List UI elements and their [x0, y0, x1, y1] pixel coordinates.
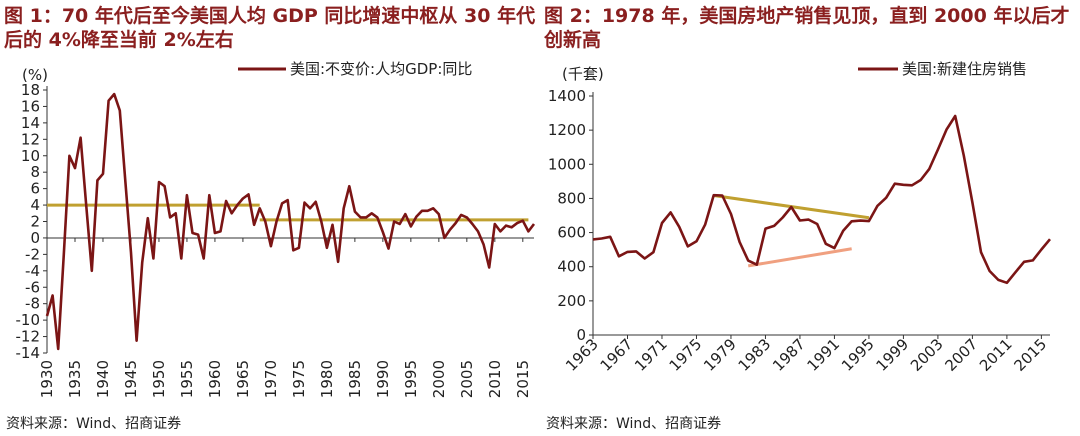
left-x-tick-label: 1980 — [318, 360, 336, 398]
left-y-tick-label: 12 — [21, 130, 40, 148]
left-y-tick-label: -12 — [16, 328, 41, 346]
right-series-line — [592, 114, 1051, 285]
right-x-tick-label: 1999 — [873, 335, 913, 375]
right-y-tick-label: 800 — [557, 189, 586, 207]
left-x-tick-label: 1930 — [38, 360, 56, 398]
left-x-tick-label: 2005 — [458, 360, 476, 398]
left-x-tick-label: 1975 — [290, 360, 308, 398]
left-y-tick-label: 16 — [21, 97, 40, 115]
left-y-tick-label: -4 — [25, 262, 40, 280]
left-chart-title: 图 1：70 年代后至今美国人均 GDP 同比增速中枢从 30 年代后的 4%降… — [4, 5, 536, 51]
left-y-tick-label: -2 — [25, 245, 40, 263]
left-y-tick-label: 2 — [30, 213, 40, 231]
left-x-tick-label: 1985 — [346, 360, 364, 398]
right-x-tick-label: 2011 — [976, 335, 1016, 375]
right-y-tick-label: 200 — [557, 292, 586, 310]
left-x-tick-label: 1955 — [178, 360, 196, 398]
right-x-tick-label: 1971 — [631, 335, 671, 375]
right-y-tick-label: 0 — [576, 326, 586, 344]
right-x-tick-label: 2007 — [941, 335, 981, 375]
right-x-tick-label: 1995 — [838, 335, 878, 375]
left-y-tick-label: -14 — [16, 344, 41, 362]
left-y-tick-label: -10 — [16, 311, 41, 329]
left-x-tick-label: 1970 — [262, 360, 280, 398]
left-x-tick-label: 1995 — [402, 360, 420, 398]
right-unit-label: (千套) — [562, 65, 604, 83]
left-x-tick-label: 1990 — [374, 360, 392, 398]
left-x-tick-label: 1935 — [66, 360, 84, 398]
right-x-tick-label: 1967 — [597, 335, 637, 375]
left-y-tick-label: 18 — [21, 81, 40, 99]
left-y-tick-label: -6 — [25, 278, 40, 296]
left-legend-label: 美国:不变价:人均GDP:同比 — [290, 60, 472, 78]
right-y-tick-label: 1400 — [548, 87, 586, 105]
right-x-tick-label: 2015 — [1010, 335, 1050, 375]
left-x-tick-label: 2015 — [514, 360, 532, 398]
left-y-tick-label: 4 — [30, 196, 40, 214]
left-y-tick-label: 14 — [21, 114, 40, 132]
right-x-tick-label: 1983 — [735, 335, 775, 375]
left-source-note: 资料来源：Wind、招商证券 — [6, 416, 182, 432]
right-y-tick-label: 600 — [557, 224, 586, 242]
right-y-tick-label: 1200 — [548, 121, 586, 139]
right-x-tick-label: 1987 — [769, 335, 809, 375]
left-x-tick-label: 2010 — [486, 360, 504, 398]
left-x-tick-label: 1945 — [122, 360, 140, 398]
right-chart-title: 图 2：1978 年，美国房地产销售见顶，直到 2000 年以后才创新高 — [544, 5, 1070, 51]
left-x-tick-label: 1940 — [94, 360, 112, 398]
right-y-tick-label: 1000 — [548, 155, 586, 173]
left-y-tick-label: 6 — [30, 180, 40, 198]
left-x-tick-label: 1960 — [206, 360, 224, 398]
left-x-tick-label: 2000 — [430, 360, 448, 398]
left-y-tick-label: -8 — [25, 295, 40, 313]
left-unit-label: (%) — [22, 66, 48, 84]
right-source-note: 资料来源：Wind、招商证券 — [546, 416, 722, 432]
right-x-tick-label: 1963 — [562, 335, 602, 375]
right-legend-label: 美国:新建住房销售 — [902, 60, 1027, 78]
right-x-tick-label: 1979 — [700, 335, 740, 375]
right-x-tick-label: 1975 — [666, 335, 706, 375]
left-y-tick-label: 10 — [21, 147, 40, 165]
left-y-tick-label: 8 — [30, 163, 40, 181]
right-y-tick-label: 400 — [557, 258, 586, 276]
right-x-tick-label: 2003 — [907, 335, 947, 375]
left-x-tick-label: 1965 — [234, 360, 252, 398]
right-x-tick-label: 1991 — [804, 335, 844, 375]
left-y-tick-label: 0 — [30, 229, 40, 247]
right-trend-line-2 — [747, 247, 852, 268]
left-x-tick-label: 1950 — [150, 360, 168, 398]
left-series-line — [45, 92, 536, 351]
